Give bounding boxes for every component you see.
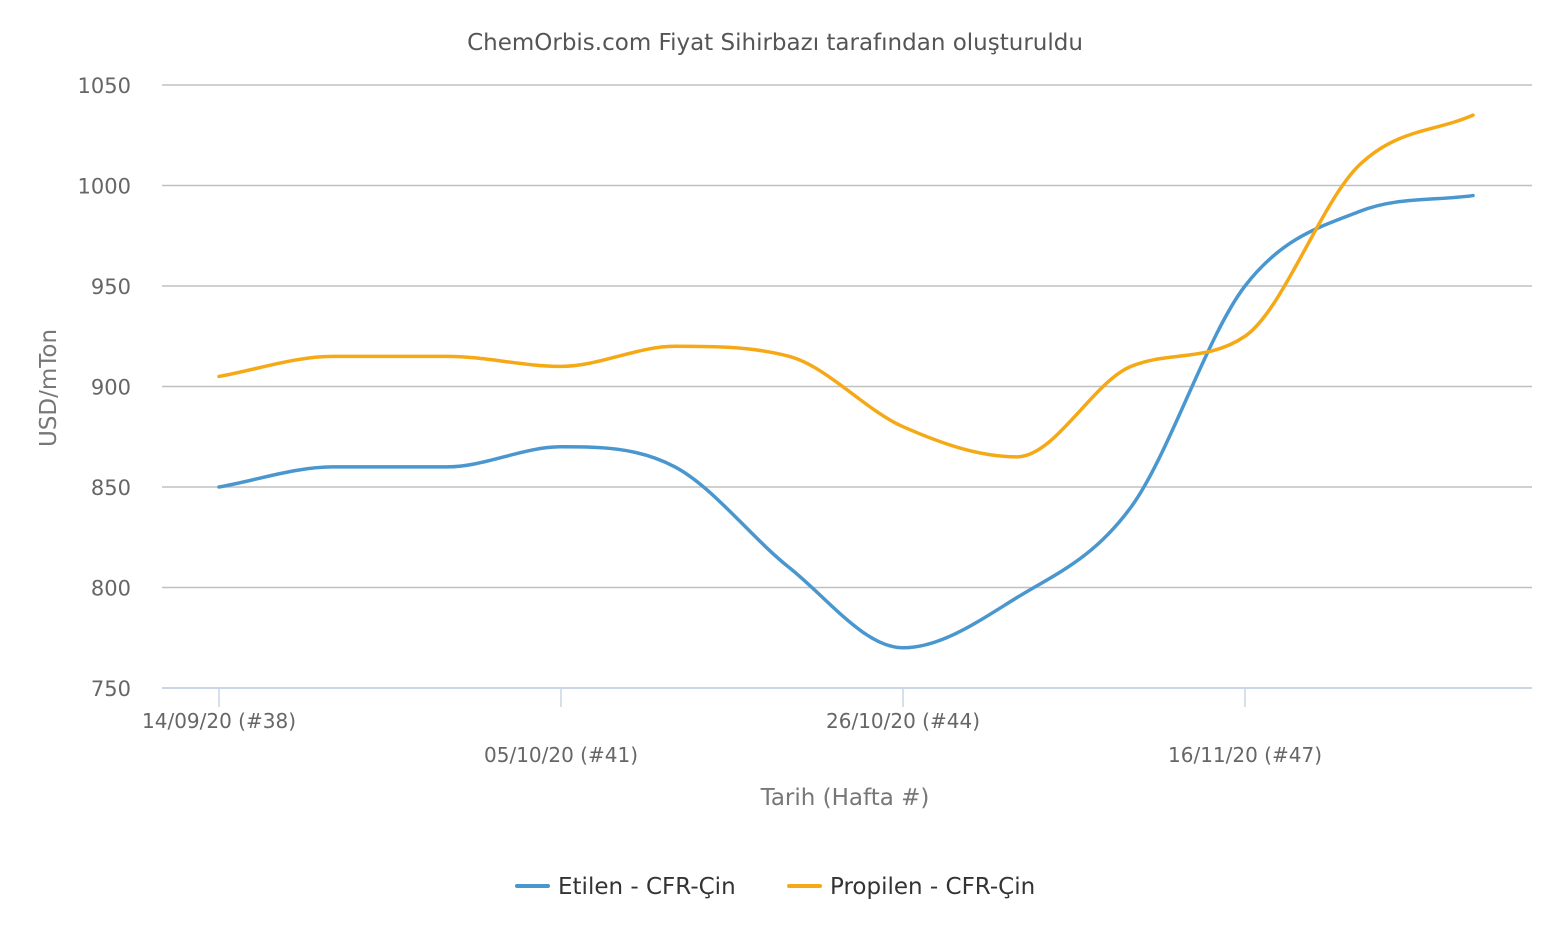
legend[interactable]: Etilen - CFR-Çin Propilen - CFR-Çin (515, 874, 1035, 900)
legend-item[interactable]: Propilen - CFR-Çin (787, 874, 1035, 900)
y-tick-label: 850 (91, 476, 131, 500)
y-tick-label: 900 (91, 376, 131, 400)
legend-item[interactable]: Etilen - CFR-Çin (515, 874, 736, 900)
x-tick-label: 26/10/20 (#44) (826, 709, 980, 733)
x-tick-label: 14/09/20 (#38) (142, 709, 296, 733)
series-lines (217, 113, 1475, 650)
x-tick-label: 05/10/20 (#41) (484, 743, 638, 767)
y-tick-label: 1000 (78, 175, 131, 199)
y-axis-label: USD/mTon (36, 329, 62, 447)
y-tick-label: 950 (91, 275, 131, 299)
chart-title: ChemOrbis.com Fiyat Sihirbazı tarafından… (467, 30, 1083, 56)
x-axis-label: Tarih (Hafta #) (760, 785, 930, 811)
y-tick-label: 1050 (78, 74, 131, 98)
x-axis: 14/09/20 (#38) 05/10/20 (#41) 26/10/20 (#4… (142, 687, 1532, 767)
y-axis-ticks: 750 800 850 900 950 1000 1050 (78, 74, 131, 701)
series-line-propilen[interactable] (217, 113, 1475, 459)
y-tick-label: 750 (91, 677, 131, 701)
y-tick-label: 800 (91, 577, 131, 601)
x-tick-label: 16/11/20 (#47) (1168, 743, 1322, 767)
series-line-etilen[interactable] (217, 193, 1475, 650)
legend-label: Propilen - CFR-Çin (830, 874, 1035, 900)
legend-label: Etilen - CFR-Çin (558, 874, 736, 900)
gridlines (162, 84, 1532, 589)
